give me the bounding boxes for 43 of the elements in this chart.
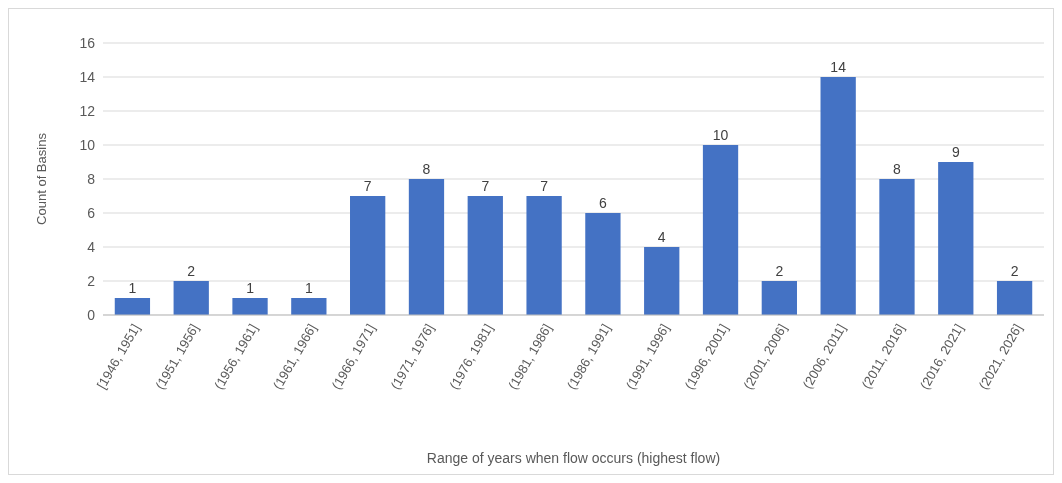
- data-label: 4: [657, 229, 666, 245]
- y-tick-label: 10: [79, 136, 96, 153]
- bar: [996, 281, 1033, 315]
- bar: [879, 179, 915, 315]
- bar: [114, 298, 151, 315]
- x-axis-title: Range of years when flow occurs (highest flow): [426, 450, 721, 466]
- data-label: 2: [187, 263, 196, 279]
- data-label: 7: [481, 178, 490, 194]
- data-label: 7: [540, 178, 549, 194]
- bar: [467, 196, 503, 315]
- y-tick-label: 8: [87, 170, 96, 187]
- data-label: 8: [422, 161, 431, 177]
- bar: [761, 281, 797, 315]
- data-label: 2: [775, 263, 784, 279]
- y-tick-label: 14: [79, 68, 96, 85]
- y-axis-title: Count of Basins: [34, 132, 49, 225]
- y-tick-label: 6: [87, 204, 96, 221]
- bar: [820, 77, 856, 315]
- data-label: 10: [712, 127, 729, 143]
- data-label: 7: [363, 178, 372, 194]
- y-tick-label: 4: [87, 238, 96, 255]
- bar: [585, 213, 621, 315]
- y-tick-label: 12: [79, 102, 96, 119]
- y-tick-label: 16: [79, 34, 96, 51]
- bar: [232, 298, 268, 315]
- data-label: 8: [893, 161, 902, 177]
- data-label: 6: [599, 195, 608, 211]
- bar: [938, 162, 974, 315]
- data-label: 1: [246, 280, 255, 296]
- bar: [350, 196, 386, 315]
- bar: [173, 281, 209, 315]
- data-label: 2: [1010, 263, 1019, 279]
- data-label: 1: [128, 280, 137, 296]
- data-label: 14: [830, 59, 847, 75]
- bar: [644, 247, 680, 315]
- y-tick-label: 2: [87, 272, 96, 289]
- bar: [526, 196, 562, 315]
- bar: [408, 179, 445, 315]
- y-tick-label: 0: [87, 306, 96, 323]
- data-label: 1: [304, 280, 313, 296]
- data-label: 9: [951, 144, 960, 160]
- bar: [702, 145, 739, 315]
- bar: [291, 298, 327, 315]
